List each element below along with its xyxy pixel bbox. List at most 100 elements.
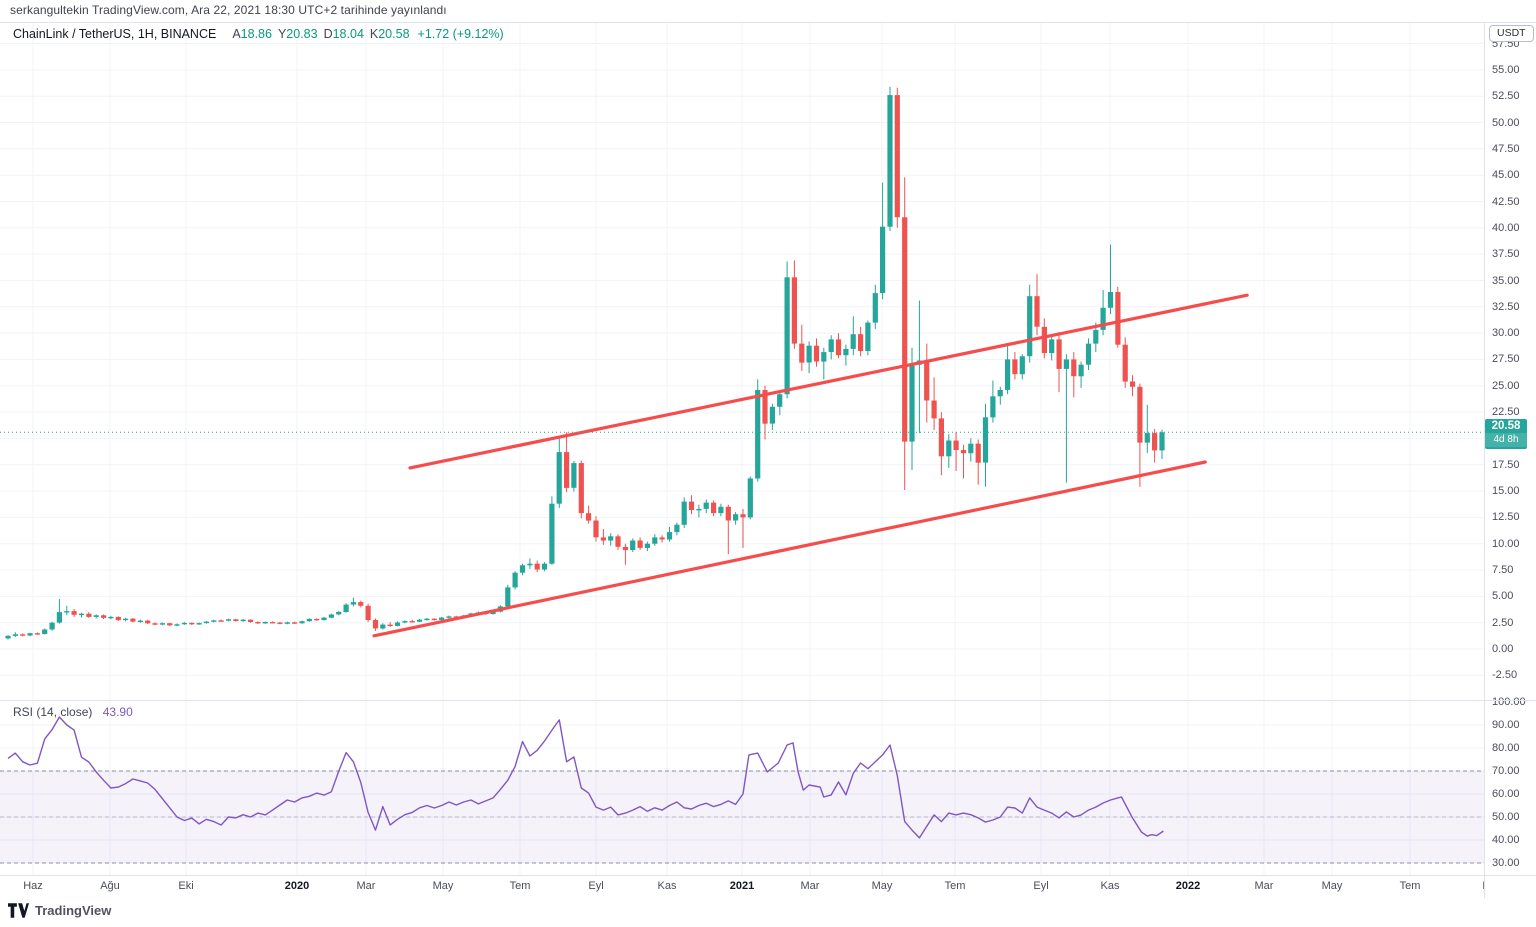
candle [850,334,856,349]
price-tick-label: 55.00 [1492,63,1520,76]
candle [688,501,695,510]
price-tick-label: 35.00 [1492,274,1520,287]
candle [1078,364,1084,377]
candle [1005,359,1011,390]
chart-widget[interactable]: ChainLink / TetherUS, 1H, BINANCE A18.86 Y… [0,22,1536,898]
time-axis[interactable]: Haz Ağu Eki 2020 Mar May Tem Eyl Kas 2021 Mar May Te… [0,875,1484,898]
candle [431,618,437,621]
candle [328,614,334,618]
candle [519,565,526,573]
low-label: D [323,27,333,41]
candle [527,563,533,566]
tradingview-attribution-logo[interactable]: TradingView [8,903,111,918]
rsi-params: (14, close) [36,705,93,719]
candle [27,633,33,636]
candle [152,623,158,625]
symbol-legend: ChainLink / TetherUS, 1H, BINANCE A18.86 Y… [13,27,504,41]
candle [762,390,768,424]
candle [887,95,893,227]
time-tick-label: Eyl [1468,880,1484,892]
high-label: Y [277,27,287,41]
candle [512,572,518,588]
candle [938,418,944,457]
candle [946,440,952,457]
candle [718,506,724,514]
candle [821,352,827,362]
symbol-title[interactable]: ChainLink / TetherUS, 1H, BINANCE [13,27,217,41]
candle [505,587,511,607]
currency-toggle-button[interactable]: USDT [1489,25,1534,42]
candle [292,622,298,624]
price-tick-label: 25.00 [1492,379,1520,392]
candle [358,602,364,606]
candle [571,463,577,488]
candle [211,620,217,622]
rsi-tick-label: 100.00 [1492,696,1526,708]
low-value: 18.04 [332,27,364,41]
candle [740,514,746,518]
time-tick-label: May [1321,880,1343,892]
candle [747,478,753,518]
price-axis[interactable]: USDT 57.50 55.00 52.50 50.00 47.50 45.00 42.50… [1484,22,1536,897]
candle [189,622,195,625]
candle [203,621,209,624]
rsi-tick-label: 40.00 [1492,834,1520,846]
time-tick-label: May [871,880,893,892]
candle [997,390,1003,397]
attribution-text: serkangultekin TradingView.com, Ara 22, … [10,3,447,17]
open-label: A [232,27,241,41]
candle [409,621,415,623]
candle [159,623,165,625]
candle [402,621,408,623]
candle [299,621,305,624]
candle [1049,339,1055,354]
rsi-tick-label: 90.00 [1492,719,1520,731]
time-tick-label: Eyl [1033,880,1049,892]
candle [733,514,739,521]
pane-separator[interactable] [0,700,1536,701]
rsi-tick-label: 50.00 [1492,811,1520,823]
candle [101,615,107,618]
candle [681,501,687,525]
candle [174,624,180,626]
time-tick-label: Ağu [100,880,120,892]
candle [1130,381,1136,387]
candle [181,622,187,625]
candle [784,277,790,395]
close-value: 20.58 [378,27,410,41]
candle [1152,433,1158,451]
candle [387,624,393,626]
candle [321,617,327,621]
candle [350,602,356,605]
candle [34,633,40,635]
candle [1144,433,1150,443]
candle [93,615,99,617]
price-chart-canvas[interactable] [0,22,1484,897]
candle [240,619,246,622]
trend-line[interactable] [372,460,1207,638]
price-tick-label: 12.50 [1492,511,1520,524]
candle [12,634,18,636]
candle [56,612,62,623]
candle [777,394,783,407]
candle [20,634,26,636]
candle [1071,359,1077,377]
bar-countdown: 4d 8h [1485,433,1527,449]
rsi-tick-label: 80.00 [1492,742,1520,754]
candle [975,443,981,463]
trend-line[interactable] [408,293,1249,470]
candle [711,502,717,514]
candle [262,622,268,624]
time-tick-label: Haz [23,880,43,892]
candle [806,345,812,363]
rsi-indicator-legend[interactable]: RSI (14, close) 43.90 [13,705,133,719]
price-tick-label: 22.50 [1492,406,1520,419]
candle [1093,329,1099,344]
rsi-title: RSI [13,705,34,719]
candle [880,226,886,293]
price-tick-label: -2.50 [1492,669,1518,682]
candle [115,616,121,621]
last-price-badge[interactable]: 20.58 4d 8h [1485,419,1527,449]
candle [608,536,614,541]
candle [769,406,775,424]
